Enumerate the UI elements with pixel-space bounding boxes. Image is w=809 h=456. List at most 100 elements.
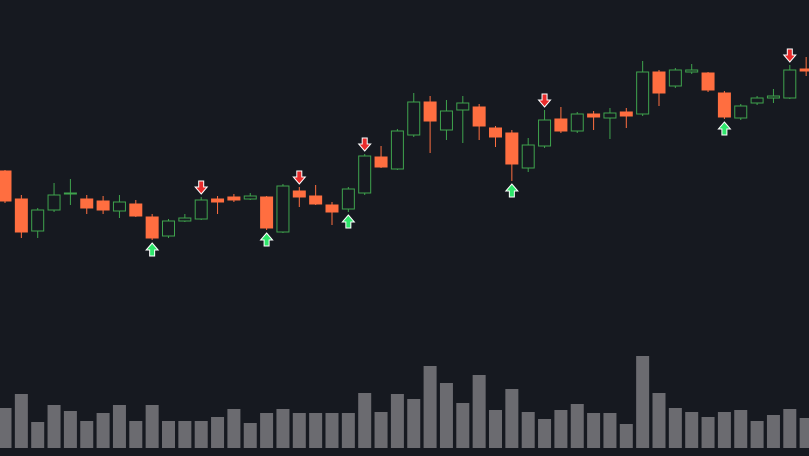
volume-bar [276,409,290,448]
volume-bar [31,422,45,448]
volume-bar [701,417,715,448]
volume-bar [799,418,809,448]
candle-body [783,69,797,99]
volume-bar [227,409,241,448]
candle-body [276,185,290,233]
candle-body [47,194,61,211]
volume-bar [538,419,552,448]
volume-bar [47,405,61,448]
volume-bar [456,403,470,448]
candle-body [799,68,809,72]
candle-body [439,110,453,131]
candle-body [489,127,502,138]
candle-body [162,220,175,237]
buy-arrow [341,214,356,229]
candle-body [652,71,666,94]
candle-body [423,101,437,122]
volume-bar [472,375,486,448]
volume-bar [63,411,77,448]
candle-body [538,119,552,147]
volume-bar [96,413,110,448]
volume-bar [505,389,519,448]
volume-bar [260,413,274,448]
volume-bar [390,394,404,448]
volume-bar [211,417,225,448]
candle-body [309,195,323,205]
candle-body [734,105,748,119]
candle-body [472,106,486,127]
candle-body [685,69,699,73]
volume-bar [112,405,126,448]
candle-body [260,196,274,229]
candle-body [80,198,94,209]
volume-bar [80,421,94,448]
volume-bar [178,421,192,448]
volume-bar [619,424,633,448]
volume-bar [407,399,421,448]
volume-bar [243,423,257,448]
candle-body [358,155,372,194]
candle-body [292,190,306,198]
buy-arrow [717,121,732,136]
candle-body [766,95,780,99]
volume-bar [587,413,601,448]
volume-bar [554,410,568,448]
volume-bar [766,415,780,448]
volume-bar [783,409,797,448]
volume-bar [652,393,666,448]
candle-body [717,92,731,118]
sell-arrow [194,180,209,195]
candle-body [0,170,12,202]
sell-arrow [292,170,307,185]
candle-body [668,69,682,87]
volume-bar [570,404,584,448]
candle-body [31,209,45,232]
volume-bar [162,421,175,448]
candle-body [227,196,241,201]
buy-arrow [145,242,160,257]
candle-body [112,201,126,212]
volume-bar [194,421,208,448]
candle-body [178,217,192,222]
sell-arrow [537,93,552,108]
volume-bar [309,413,323,448]
candle-body [750,97,764,104]
volume-bar [668,408,682,448]
candle-body [96,200,110,211]
buy-arrow [504,183,519,198]
buy-arrow [259,232,274,247]
volume-bar [636,356,650,448]
candle-body [701,72,715,91]
volume-bar [292,413,306,448]
volume-bar [14,394,28,448]
volume-bar [325,413,339,448]
volume-bar [439,383,453,448]
candle-body [341,188,355,210]
candle-body [374,156,388,168]
candle-body [456,102,470,111]
candle-body [570,113,584,132]
sell-arrow [357,137,372,152]
volume-bar [603,413,617,448]
volume-bar [145,405,159,448]
volume-bar [685,412,699,448]
candle-body [63,192,77,195]
candle-body [619,111,633,117]
volume-bar [129,421,143,448]
candle-body [14,198,28,233]
candle-body [636,71,650,115]
candle-body [194,199,208,220]
volume-bar [750,421,764,448]
candle-body [407,101,421,136]
volume-bar [341,413,355,448]
volume-bar [489,410,502,448]
candle-body [587,113,601,118]
candle-body [554,118,568,132]
volume-bar [0,408,12,448]
candle-body [129,203,143,217]
candle-body [243,195,257,200]
candle-body [603,112,617,119]
